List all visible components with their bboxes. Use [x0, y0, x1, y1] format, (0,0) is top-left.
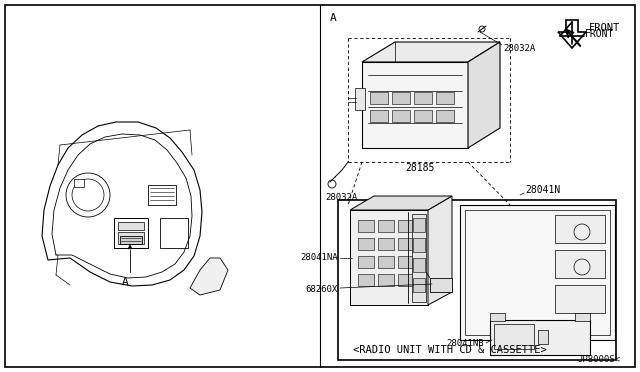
Bar — [358, 238, 374, 250]
Bar — [355, 88, 365, 110]
Text: A: A — [330, 13, 337, 23]
Bar — [413, 218, 425, 232]
Polygon shape — [468, 42, 500, 148]
Bar — [436, 92, 454, 104]
Bar — [358, 274, 374, 286]
Bar — [114, 218, 148, 248]
Bar — [413, 278, 425, 292]
Text: FRONT: FRONT — [589, 23, 620, 33]
Text: 28185: 28185 — [405, 163, 435, 173]
Bar — [465, 210, 610, 335]
Bar — [392, 110, 410, 122]
Bar — [412, 214, 426, 302]
Polygon shape — [490, 320, 590, 355]
Bar — [392, 92, 410, 104]
Bar — [413, 238, 425, 252]
Bar — [414, 92, 432, 104]
Bar — [555, 250, 605, 278]
Text: JP8000S<: JP8000S< — [577, 356, 620, 365]
Text: 28041NA: 28041NA — [300, 253, 338, 263]
Text: A: A — [122, 277, 129, 287]
Bar — [118, 222, 144, 230]
Bar — [358, 220, 374, 232]
Text: 68260X: 68260X — [306, 285, 338, 295]
Bar — [338, 200, 616, 360]
Bar — [398, 256, 414, 268]
Bar — [398, 274, 414, 286]
Polygon shape — [42, 122, 202, 286]
Bar — [370, 110, 388, 122]
Bar — [118, 232, 144, 244]
Polygon shape — [460, 205, 615, 340]
Polygon shape — [128, 244, 132, 249]
Polygon shape — [190, 258, 228, 295]
Bar — [148, 185, 176, 205]
Bar — [378, 274, 394, 286]
Polygon shape — [362, 62, 468, 148]
Bar — [370, 92, 388, 104]
Bar — [430, 278, 452, 292]
Polygon shape — [558, 20, 586, 48]
Bar — [555, 285, 605, 313]
Bar — [74, 179, 84, 187]
Bar — [413, 258, 425, 272]
Bar — [575, 313, 590, 321]
Bar — [436, 110, 454, 122]
Bar — [494, 324, 534, 349]
Bar — [414, 110, 432, 122]
Bar — [398, 238, 414, 250]
Polygon shape — [350, 196, 452, 210]
Bar — [358, 256, 374, 268]
Text: 28041N: 28041N — [525, 185, 560, 195]
Bar — [538, 330, 548, 344]
Text: FRONT: FRONT — [585, 29, 614, 39]
Bar — [378, 220, 394, 232]
Text: 28032A: 28032A — [503, 44, 535, 52]
Text: <RADIO UNIT WITH CD & CASSETTE>: <RADIO UNIT WITH CD & CASSETTE> — [353, 345, 547, 355]
Bar — [555, 215, 605, 243]
Bar — [378, 256, 394, 268]
Bar — [378, 238, 394, 250]
Text: 28032A: 28032A — [325, 192, 357, 202]
Bar — [490, 313, 505, 321]
Text: 28041NB: 28041NB — [446, 340, 484, 349]
Bar — [120, 236, 142, 244]
Bar — [160, 218, 188, 248]
Bar — [398, 220, 414, 232]
Polygon shape — [428, 196, 452, 305]
Polygon shape — [362, 42, 500, 62]
Polygon shape — [350, 210, 428, 305]
